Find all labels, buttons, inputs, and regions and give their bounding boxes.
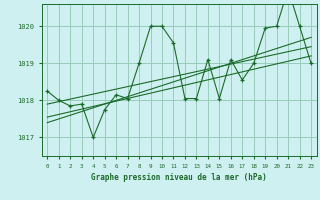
X-axis label: Graphe pression niveau de la mer (hPa): Graphe pression niveau de la mer (hPa) <box>91 173 267 182</box>
